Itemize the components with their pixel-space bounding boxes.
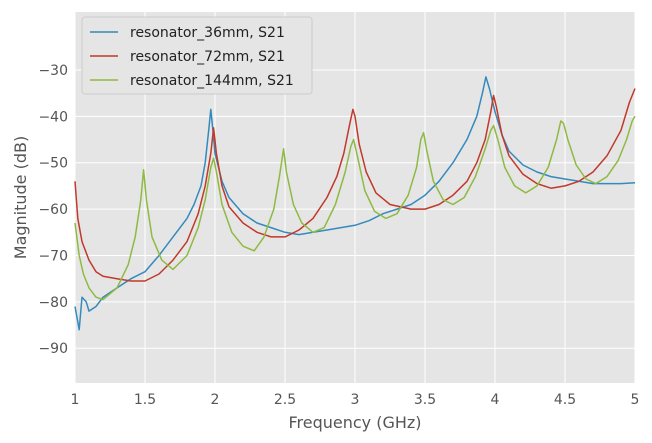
y-tick-label: −50: [38, 156, 68, 172]
x-tick-label: 4: [491, 392, 500, 408]
y-tick-label: −40: [38, 109, 68, 125]
y-tick-label: −70: [38, 248, 68, 264]
x-tick-label: 1: [71, 392, 80, 408]
x-tick-label: 3.5: [414, 392, 436, 408]
x-axis-ticks: 1 1.5 2 2.5 3 3.5 4 4.5 5: [71, 392, 640, 408]
x-tick-label: 2: [211, 392, 220, 408]
series-resonator-72mm: [74, 88, 636, 282]
x-tick-label: 1.5: [134, 392, 156, 408]
series-layer: [74, 76, 636, 331]
y-tick-label: −30: [38, 63, 68, 79]
x-tick-label: 5: [631, 392, 640, 408]
legend-label-resonator-36mm: resonator_36mm, S21: [130, 25, 285, 41]
series-resonator-144mm: [74, 115, 636, 301]
y-axis-label: Magnitude (dB): [11, 136, 30, 259]
x-axis-label: Frequency (GHz): [288, 413, 421, 432]
legend-label-resonator-72mm: resonator_72mm, S21: [130, 49, 285, 65]
y-tick-label: −90: [38, 341, 68, 357]
y-tick-label: −80: [38, 295, 68, 311]
legend: resonator_36mm, S21 resonator_72mm, S21 …: [81, 16, 313, 95]
legend-box: [81, 16, 313, 95]
y-tick-label: −60: [38, 202, 68, 218]
x-tick-label: 2.5: [274, 392, 296, 408]
x-tick-label: 4.5: [554, 392, 576, 408]
legend-label-resonator-144mm: resonator_144mm, S21: [130, 73, 294, 89]
y-axis-ticks: −90 −80 −70 −60 −50 −40 −30: [38, 63, 68, 357]
x-tick-label: 3: [351, 392, 360, 408]
